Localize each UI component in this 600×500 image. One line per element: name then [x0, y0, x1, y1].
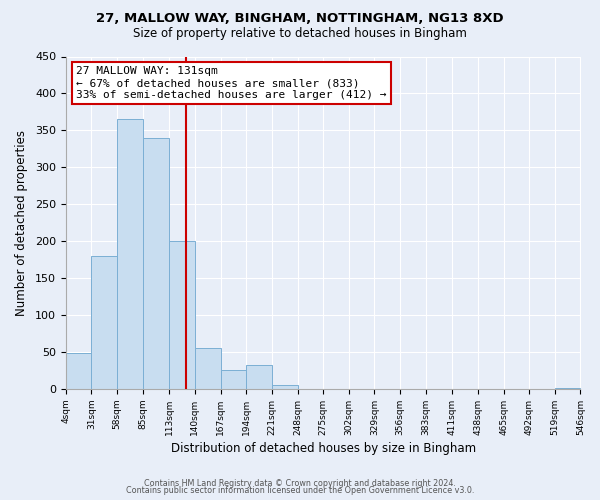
Bar	[221, 370, 246, 389]
Bar	[272, 386, 298, 389]
Text: Size of property relative to detached houses in Bingham: Size of property relative to detached ho…	[133, 28, 467, 40]
Text: 27, MALLOW WAY, BINGHAM, NOTTINGHAM, NG13 8XD: 27, MALLOW WAY, BINGHAM, NOTTINGHAM, NG1…	[96, 12, 504, 26]
Bar	[169, 241, 195, 389]
Bar	[66, 353, 91, 389]
X-axis label: Distribution of detached houses by size in Bingham: Distribution of detached houses by size …	[170, 442, 476, 455]
Text: 27 MALLOW WAY: 131sqm
← 67% of detached houses are smaller (833)
33% of semi-det: 27 MALLOW WAY: 131sqm ← 67% of detached …	[76, 66, 386, 100]
Bar	[91, 256, 117, 389]
Bar	[195, 348, 221, 389]
Bar	[143, 138, 169, 389]
Bar	[555, 388, 580, 389]
Bar	[117, 120, 143, 389]
Y-axis label: Number of detached properties: Number of detached properties	[15, 130, 28, 316]
Text: Contains HM Land Registry data © Crown copyright and database right 2024.: Contains HM Land Registry data © Crown c…	[144, 478, 456, 488]
Bar	[246, 364, 272, 389]
Text: Contains public sector information licensed under the Open Government Licence v3: Contains public sector information licen…	[126, 486, 474, 495]
